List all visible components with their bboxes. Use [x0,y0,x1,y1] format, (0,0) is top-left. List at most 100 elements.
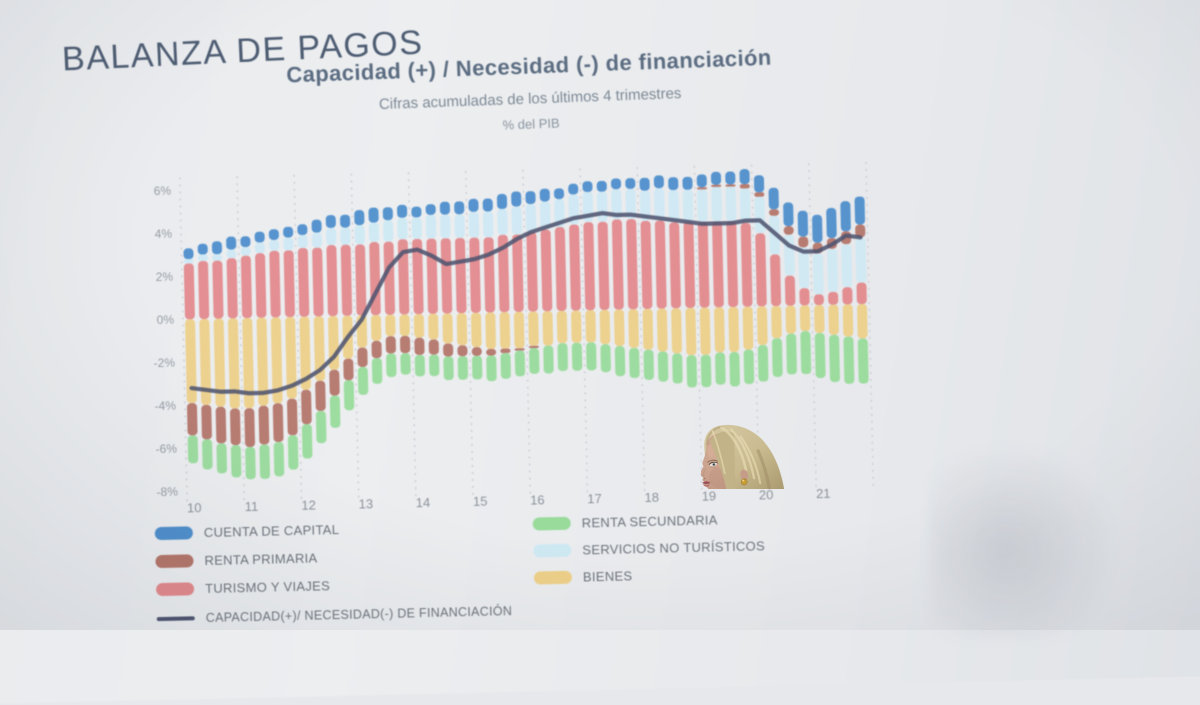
bar-segment [414,354,426,377]
y-tick-label: -4% [154,399,176,413]
bar-segment [754,192,765,197]
presenter-upper-lip [702,481,711,484]
bar-segment [700,354,712,388]
bar-segment [629,347,640,379]
bar-segment [383,220,394,242]
bar-segment [685,307,697,356]
y-tick-label: 6% [154,184,172,198]
presenter-forehead-highlight [707,444,714,458]
presenter-mouth-line [702,482,711,484]
bar-segment [301,424,313,459]
bar-segment [256,317,269,406]
bar-segment [513,311,525,349]
presenter-nose-shading [702,467,706,477]
bar-segment [613,309,625,347]
bar-segment [628,309,639,348]
bar-segment [499,312,511,349]
legend-line-swatch [156,616,195,622]
bar-segment [686,355,698,388]
x-year-label: 14 [416,495,431,510]
bar-segment [539,188,550,202]
balance-of-payments-chart: 6% 4% 2% 0% -2% -4% -6% -8% 10 11 12 13 14 15 16 17 18 19… [153,161,875,515]
bar-segment [757,344,769,382]
bar-segment [254,231,265,243]
bar-segment [428,339,439,355]
bar-segment [625,178,636,189]
bar-segment [483,211,494,238]
bar-segment [714,307,725,353]
bar-segment [611,189,622,220]
bar-segment [400,335,411,354]
bar-segment [340,227,351,245]
bar-segment [770,254,782,307]
bar-segment [301,389,312,425]
bar-segment [739,188,751,223]
bar-segment [813,294,824,306]
year-gridline [865,161,875,491]
bar-segment [397,217,408,240]
bar-segment [669,222,681,309]
bar-segment [245,446,256,480]
presenter-lower-lip [702,483,710,487]
bar-segment [411,217,422,239]
bar-segment [454,214,465,238]
bar-segment [483,237,496,313]
bar-segment [725,171,736,185]
bar-segment [668,177,679,191]
bar-segment [626,218,639,310]
bar-segment [355,244,367,316]
bar-segment [843,336,855,384]
bar-segment [596,191,608,222]
bar-segment [596,180,607,192]
y-tick-label: -8% [156,485,178,499]
presenter-earring-highlight [742,479,745,482]
legend-label: CUENTA DE CAPITAL [203,521,340,541]
bar-segment [755,233,767,307]
bar-segment [340,214,351,228]
bar-segment [468,211,480,238]
bar-segment [185,319,197,404]
bar-segment [827,248,838,292]
bar-segment [183,259,194,264]
bar-segment [783,226,794,235]
bar-segment [672,353,683,384]
bar-segment [769,209,780,216]
bar-segment [259,444,271,479]
bar-segment [611,219,624,310]
bar-segment [569,224,581,311]
bar-segment [582,181,593,193]
x-year-label: 20 [759,487,774,502]
bar-segment [854,196,866,225]
bar-segment [440,214,451,239]
bar-segment [586,342,597,371]
bar-segment [212,260,224,319]
bar-segment [329,395,341,428]
bar-segment [471,355,483,380]
bar-segment [269,250,281,318]
bar-segment [354,225,365,245]
bar-segment [614,346,626,377]
legend-swatch [532,516,571,531]
presenter [700,424,785,490]
bar-segment [442,313,453,344]
bar-segment [371,340,382,359]
bar-segment [585,310,596,343]
bar-segment [855,237,867,283]
bar-segment [325,215,336,228]
bar-segment [799,288,810,306]
bar-segment [268,229,279,241]
bar-segment [242,317,255,409]
bar-segment [682,189,694,222]
bar-segment [371,358,383,384]
bar-segment [413,314,425,338]
bar-segment [643,349,654,380]
bar-segment [726,220,739,307]
bar-segment [739,184,750,189]
x-year-label: 17 [587,491,602,506]
bar-segment [414,337,425,355]
year-gridline [465,170,474,500]
bar-segment [696,187,707,190]
presenter-earring [740,478,748,486]
legend-swatch [154,526,193,541]
